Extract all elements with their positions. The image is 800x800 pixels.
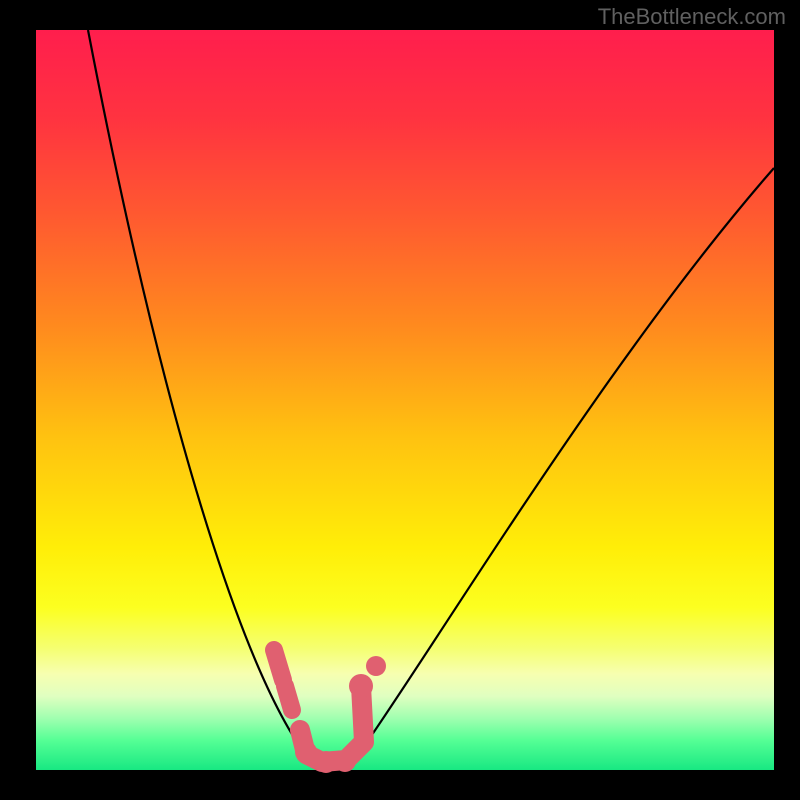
watermark-text: TheBottleneck.com: [598, 4, 786, 30]
chart-container: TheBottleneck.com: [0, 0, 800, 800]
chart-svg: [0, 0, 800, 800]
